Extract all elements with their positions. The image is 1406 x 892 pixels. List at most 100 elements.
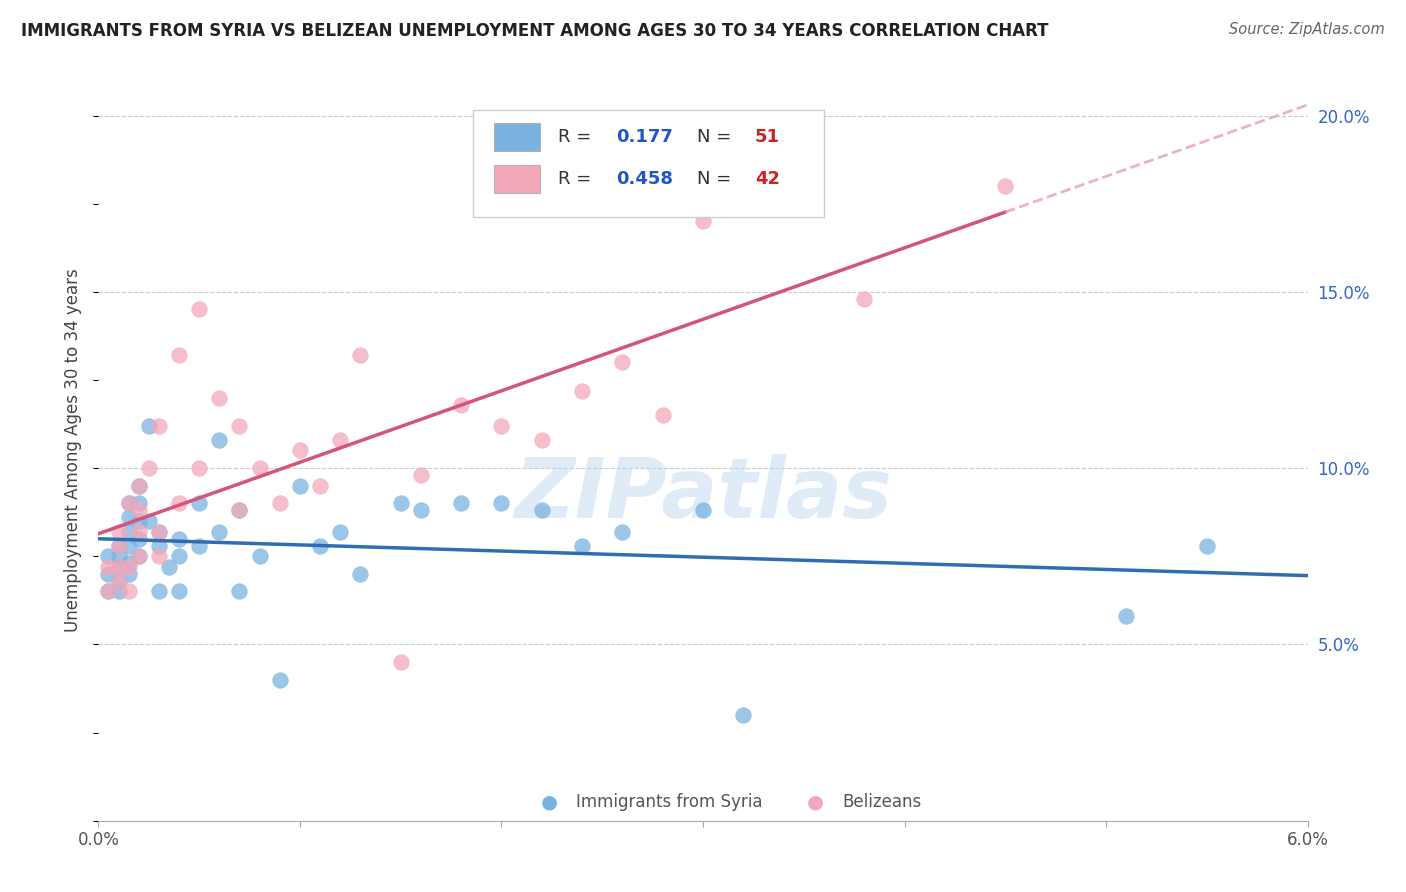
Point [128, 549, 150, 564]
Point [107, 524, 129, 539]
Point [107, 574, 129, 588]
Point [329, 524, 352, 539]
Point [118, 524, 141, 539]
Point [409, 468, 432, 483]
Text: ●: ● [807, 793, 824, 812]
Point [269, 496, 291, 510]
Point [530, 503, 553, 517]
Text: R =: R = [558, 128, 598, 146]
Point [97, 584, 120, 599]
Point [167, 584, 190, 599]
Point [450, 496, 472, 510]
Point [188, 461, 211, 475]
Point [128, 524, 150, 539]
Point [208, 433, 231, 447]
Point [138, 461, 160, 475]
Point [288, 479, 311, 493]
Point [733, 707, 755, 722]
Point [118, 566, 141, 581]
Point [97, 549, 120, 564]
Point [128, 503, 150, 517]
Text: N =: N = [697, 128, 737, 146]
Point [349, 348, 371, 362]
Point [612, 524, 634, 539]
Text: N =: N = [697, 169, 737, 187]
Point [167, 532, 190, 546]
Point [1195, 539, 1218, 553]
Point [128, 496, 150, 510]
Point [409, 503, 432, 517]
Point [97, 584, 120, 599]
Point [128, 514, 150, 528]
Point [188, 302, 211, 317]
Point [733, 172, 755, 186]
Point [118, 496, 141, 510]
Point [389, 655, 412, 669]
Point [118, 559, 141, 574]
Point [148, 549, 170, 564]
Text: Belizeans: Belizeans [842, 793, 921, 811]
Point [128, 549, 150, 564]
Point [138, 418, 160, 433]
Point [107, 559, 129, 574]
Point [329, 433, 352, 447]
Point [118, 510, 141, 524]
Point [157, 559, 180, 574]
Point [208, 391, 231, 405]
Point [167, 549, 190, 564]
Point [138, 514, 160, 528]
Point [249, 461, 271, 475]
Point [228, 503, 250, 517]
Point [612, 355, 634, 369]
Point [994, 179, 1017, 194]
Point [491, 496, 513, 510]
Text: 0.458: 0.458 [616, 169, 673, 187]
Point [692, 214, 714, 228]
Point [571, 539, 593, 553]
Text: ●: ● [541, 793, 558, 812]
Point [309, 539, 332, 553]
Point [118, 556, 141, 570]
Point [530, 433, 553, 447]
Point [128, 479, 150, 493]
Text: Source: ZipAtlas.com: Source: ZipAtlas.com [1229, 22, 1385, 37]
Text: ZIPatlas: ZIPatlas [515, 454, 891, 535]
Point [148, 524, 170, 539]
FancyBboxPatch shape [494, 165, 540, 193]
Point [349, 566, 371, 581]
Point [692, 503, 714, 517]
Text: 51: 51 [755, 128, 780, 146]
Point [167, 348, 190, 362]
Point [1115, 609, 1137, 624]
Point [228, 503, 250, 517]
Point [107, 559, 129, 574]
Point [188, 496, 211, 510]
Point [288, 443, 311, 458]
Text: 42: 42 [755, 169, 780, 187]
Text: Immigrants from Syria: Immigrants from Syria [576, 793, 762, 811]
Y-axis label: Unemployment Among Ages 30 to 34 years: Unemployment Among Ages 30 to 34 years [65, 268, 83, 632]
Point [148, 539, 170, 553]
Point [107, 539, 129, 553]
Point [148, 584, 170, 599]
Text: IMMIGRANTS FROM SYRIA VS BELIZEAN UNEMPLOYMENT AMONG AGES 30 TO 34 YEARS CORRELA: IMMIGRANTS FROM SYRIA VS BELIZEAN UNEMPL… [21, 22, 1049, 40]
Text: 0.177: 0.177 [616, 128, 673, 146]
FancyBboxPatch shape [474, 110, 824, 218]
Point [148, 524, 170, 539]
Point [389, 496, 412, 510]
Point [853, 292, 876, 306]
Point [228, 584, 250, 599]
Point [571, 384, 593, 398]
Point [118, 584, 141, 599]
Point [249, 549, 271, 564]
Point [118, 496, 141, 510]
Point [128, 479, 150, 493]
Point [97, 566, 120, 581]
Point [208, 524, 231, 539]
Point [651, 408, 673, 422]
Point [491, 418, 513, 433]
Point [228, 418, 250, 433]
Point [450, 398, 472, 412]
FancyBboxPatch shape [494, 123, 540, 152]
Text: R =: R = [558, 169, 598, 187]
